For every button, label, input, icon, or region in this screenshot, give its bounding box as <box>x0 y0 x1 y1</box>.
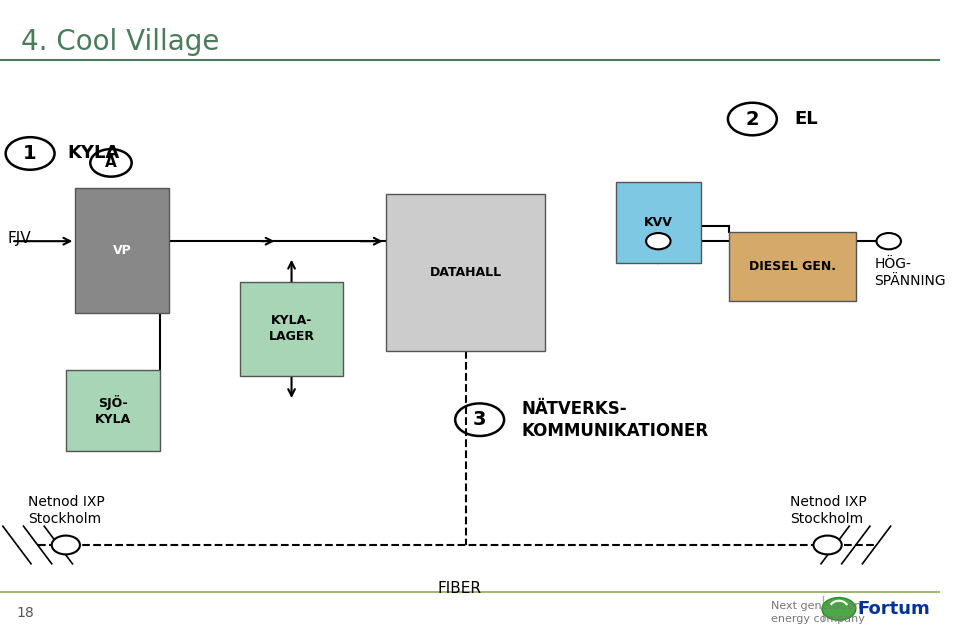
Circle shape <box>813 535 842 554</box>
Text: Netnod IXP
Stockholm: Netnod IXP Stockholm <box>28 495 105 526</box>
Text: KVV: KVV <box>644 216 673 229</box>
Text: SJÖ-
KYLA: SJÖ- KYLA <box>95 395 131 426</box>
FancyBboxPatch shape <box>729 232 855 301</box>
Text: KYLA: KYLA <box>68 144 120 162</box>
Text: KYLA-
LAGER: KYLA- LAGER <box>269 314 315 344</box>
FancyBboxPatch shape <box>66 369 160 451</box>
Text: 3: 3 <box>473 410 487 429</box>
Text: 18: 18 <box>17 606 35 619</box>
Circle shape <box>876 233 900 250</box>
Circle shape <box>52 535 80 554</box>
Text: NÄTVERKS-
KOMMUNIKATIONER: NÄTVERKS- KOMMUNIKATIONER <box>522 399 709 440</box>
Text: Fortum: Fortum <box>857 600 930 618</box>
Text: 4. Cool Village: 4. Cool Village <box>21 28 219 56</box>
Text: VP: VP <box>113 244 132 257</box>
Text: DIESEL GEN.: DIESEL GEN. <box>749 260 836 273</box>
Text: 2: 2 <box>746 110 759 129</box>
Circle shape <box>646 233 670 250</box>
Text: FJV: FJV <box>8 231 31 246</box>
Text: HÖG-
SPÄNNING: HÖG- SPÄNNING <box>875 257 947 288</box>
FancyBboxPatch shape <box>75 188 169 314</box>
Text: FIBER: FIBER <box>438 581 481 596</box>
Text: 1: 1 <box>23 144 36 163</box>
Text: EL: EL <box>795 110 818 128</box>
Text: A: A <box>105 155 117 171</box>
Circle shape <box>822 598 855 620</box>
Text: Netnod IXP
Stockholm: Netnod IXP Stockholm <box>790 495 867 526</box>
Text: Next generation
energy company: Next generation energy company <box>771 601 865 624</box>
Text: DATAHALL: DATAHALL <box>429 266 501 279</box>
FancyBboxPatch shape <box>386 194 545 350</box>
FancyBboxPatch shape <box>240 282 344 376</box>
FancyBboxPatch shape <box>616 182 701 263</box>
